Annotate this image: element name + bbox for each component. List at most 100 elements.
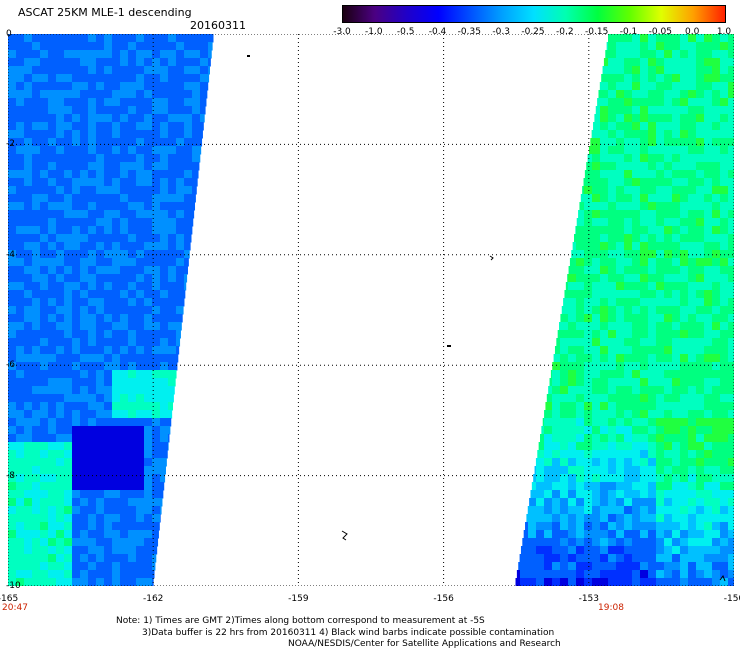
swath-cell bbox=[176, 306, 184, 315]
swath-cell bbox=[624, 42, 633, 51]
swath-cell bbox=[208, 34, 214, 43]
swath-cell bbox=[712, 474, 721, 483]
swath-cell bbox=[32, 418, 41, 427]
swath-cell bbox=[64, 410, 73, 419]
swath-cell bbox=[552, 506, 561, 515]
swath-cell bbox=[152, 370, 161, 379]
swath-cell bbox=[64, 338, 73, 347]
swath-cell bbox=[96, 562, 105, 571]
swath-cell bbox=[720, 346, 729, 355]
swath-cell bbox=[592, 546, 601, 555]
swath-cell bbox=[712, 266, 721, 275]
swath-cell bbox=[96, 458, 105, 467]
swath-cell bbox=[592, 402, 601, 411]
swath-cell bbox=[608, 506, 617, 515]
swath-cell bbox=[672, 266, 681, 275]
swath-cell bbox=[632, 138, 641, 147]
swath-cell bbox=[104, 482, 113, 491]
swath-cell bbox=[608, 226, 617, 235]
swath-cell bbox=[48, 58, 57, 67]
swath-cell bbox=[720, 402, 729, 411]
swath-cell bbox=[616, 106, 625, 115]
swath-cell bbox=[128, 162, 137, 171]
swath-cell bbox=[704, 338, 713, 347]
swath-cell bbox=[144, 314, 153, 323]
swath-cell bbox=[88, 146, 97, 155]
swath-cell bbox=[648, 570, 657, 579]
swath-cell bbox=[40, 210, 49, 219]
swath-cell bbox=[640, 178, 649, 187]
swath-cell bbox=[712, 450, 721, 459]
swath-cell bbox=[544, 426, 553, 435]
swath-cell bbox=[56, 290, 65, 299]
swath-cell bbox=[608, 146, 617, 155]
swath-cell bbox=[608, 330, 617, 339]
swath-cell bbox=[104, 530, 113, 539]
swath-cell bbox=[688, 34, 697, 43]
swath-cell bbox=[656, 274, 665, 283]
swath-cell bbox=[592, 298, 601, 307]
wind-barb-mark bbox=[719, 574, 726, 582]
swath-cell bbox=[40, 330, 49, 339]
swath-cell bbox=[592, 570, 601, 579]
swath-cell bbox=[616, 402, 625, 411]
swath-cell bbox=[112, 314, 121, 323]
swath-cell bbox=[32, 266, 41, 275]
swath-cell bbox=[48, 386, 57, 395]
swath-cell bbox=[560, 330, 569, 339]
swath-cell bbox=[112, 402, 121, 411]
swath-cell bbox=[664, 426, 673, 435]
swath-cell bbox=[96, 186, 105, 195]
swath-cell bbox=[160, 370, 169, 379]
swath-cell bbox=[696, 218, 705, 227]
swath-cell bbox=[672, 50, 681, 59]
swath-cell bbox=[160, 506, 162, 515]
swath-cell bbox=[584, 338, 593, 347]
swath-cell bbox=[24, 474, 33, 483]
swath-cell bbox=[176, 266, 185, 275]
swath-cell bbox=[32, 210, 41, 219]
swath-cell bbox=[80, 442, 89, 451]
swath-cell bbox=[136, 234, 145, 243]
swath-cell bbox=[176, 154, 185, 163]
swath-cell bbox=[152, 506, 161, 515]
swath-cell bbox=[624, 154, 633, 163]
swath-cell bbox=[64, 402, 73, 411]
swath-cell bbox=[632, 42, 641, 51]
swath-cell bbox=[648, 274, 657, 283]
swath-cell bbox=[104, 58, 113, 67]
swath-cell bbox=[696, 306, 705, 315]
swath-cell bbox=[568, 490, 577, 499]
swath-cell bbox=[8, 578, 17, 586]
swath-cell bbox=[664, 66, 673, 75]
swath-cell bbox=[648, 482, 657, 491]
swath-cell bbox=[584, 306, 593, 315]
swath-cell bbox=[552, 402, 561, 411]
swath-cell bbox=[88, 58, 97, 67]
swath-cell bbox=[664, 82, 673, 91]
swath-cell bbox=[584, 234, 593, 243]
swath-cell bbox=[16, 578, 25, 586]
swath-cell bbox=[120, 490, 129, 499]
swath-cell bbox=[576, 354, 585, 363]
swath-cell bbox=[640, 162, 649, 171]
swath-cell bbox=[80, 234, 89, 243]
swath-cell bbox=[648, 266, 657, 275]
swath-cell bbox=[184, 58, 193, 67]
swath-cell bbox=[656, 106, 665, 115]
swath-cell bbox=[160, 226, 169, 235]
swath-cell bbox=[128, 250, 137, 259]
swath-cell bbox=[184, 162, 193, 171]
swath-cell bbox=[128, 410, 137, 419]
swath-cell bbox=[80, 370, 89, 379]
swath-cell bbox=[104, 458, 113, 467]
swath-cell bbox=[64, 250, 73, 259]
swath-cell bbox=[200, 138, 203, 147]
swath-cell bbox=[584, 290, 593, 299]
swath-cell bbox=[40, 378, 49, 387]
swath-cell bbox=[184, 74, 193, 83]
swath-cell bbox=[584, 466, 593, 475]
swath-cell bbox=[16, 458, 25, 467]
swath-cell bbox=[568, 298, 577, 307]
swath-cell bbox=[712, 50, 721, 59]
